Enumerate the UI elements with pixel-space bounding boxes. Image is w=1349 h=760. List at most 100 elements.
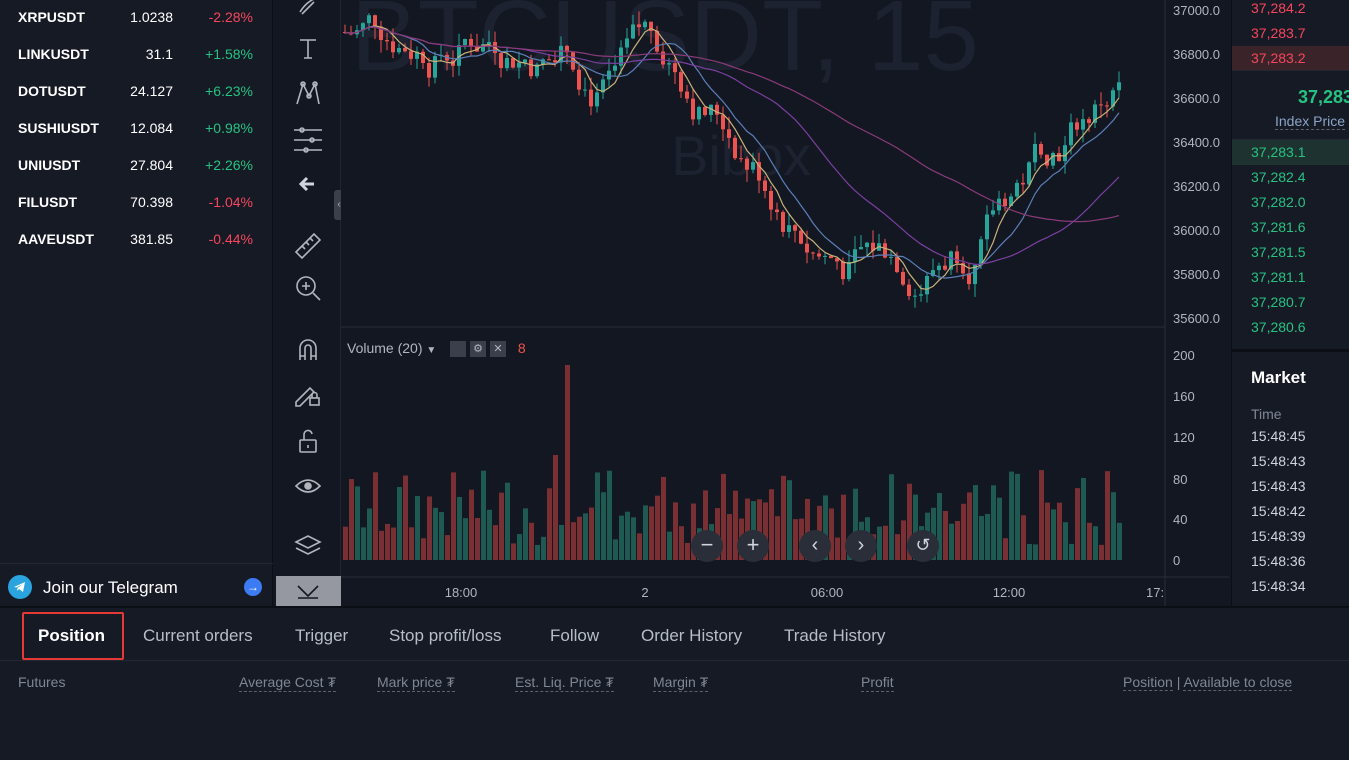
magnet-icon[interactable]: [292, 334, 324, 366]
zoom-out-button[interactable]: −: [691, 530, 723, 562]
candle-body: [751, 162, 755, 170]
col-mark-price[interactable]: Mark price ₮: [377, 674, 455, 692]
toolbar-footer[interactable]: [276, 576, 341, 606]
candle-body: [469, 38, 473, 47]
market-price: 12.084: [130, 120, 173, 136]
volume-bar: [889, 474, 894, 560]
volume-bar: [1117, 522, 1122, 560]
bid-price[interactable]: 37,280.7: [1251, 294, 1306, 310]
bid-price[interactable]: 37,281.6: [1251, 219, 1306, 235]
fib-tool-icon[interactable]: [292, 124, 324, 156]
candle-body: [1069, 122, 1073, 146]
arrow-right-icon[interactable]: →: [244, 578, 262, 596]
ask-price[interactable]: 37,283.2: [1232, 46, 1349, 71]
candle-body: [733, 137, 737, 159]
volume-bar: [691, 503, 696, 560]
volume-bar: [955, 521, 960, 560]
collapse-toolbar-button[interactable]: ‹: [334, 190, 344, 220]
bid-price[interactable]: 37,282.0: [1251, 194, 1306, 210]
text-tool-icon[interactable]: [292, 32, 324, 64]
bid-price[interactable]: 37,281.1: [1251, 269, 1306, 285]
market-row[interactable]: AAVEUSDT 381.85 -0.44%: [0, 222, 273, 259]
volume-bar: [553, 455, 558, 560]
col-liq-price[interactable]: Est. Liq. Price ₮: [515, 674, 614, 692]
volume-bar: [367, 508, 372, 560]
scroll-right-button[interactable]: ›: [845, 530, 877, 562]
volume-bar: [361, 527, 366, 560]
bid-price[interactable]: 37,281.5: [1251, 244, 1306, 260]
tab-stop-profit-loss[interactable]: Stop profit/loss: [389, 626, 502, 645]
volume-bar: [1003, 538, 1008, 560]
time-tick-label: 12:00: [993, 585, 1026, 600]
market-row[interactable]: SUSHIUSDT 12.084 +0.98%: [0, 111, 273, 148]
ask-price[interactable]: 37,284.2: [1251, 0, 1306, 16]
eye-icon[interactable]: [292, 470, 324, 502]
tab-order-history[interactable]: Order History: [641, 626, 743, 645]
volume-bar: [505, 482, 510, 560]
caret-down-icon[interactable]: ▼: [426, 345, 437, 356]
reset-chart-button[interactable]: ↺: [907, 530, 939, 562]
layers-icon[interactable]: [292, 530, 324, 562]
volume-bar: [349, 479, 354, 560]
pattern-tool-icon[interactable]: [292, 78, 324, 110]
volume-bar: [991, 485, 996, 560]
volume-indicator[interactable]: Volume (20) ▼ ⚙ ✕ 8: [347, 340, 526, 358]
bid-price[interactable]: 37,280.6: [1251, 319, 1306, 335]
market-row[interactable]: UNIUSDT 27.804 +2.26%: [0, 148, 273, 185]
candle-body: [1015, 182, 1019, 197]
price-chart[interactable]: BTCUSDT, 15 Bibox 37000.0 36800.0 36600.0 3…: [341, 0, 1229, 606]
candle-body: [781, 212, 785, 232]
tab-follow[interactable]: Follow: [550, 626, 600, 645]
zoom-in-icon[interactable]: [292, 272, 324, 304]
eye-small-icon[interactable]: [450, 341, 467, 358]
tab-trigger[interactable]: Trigger: [295, 626, 349, 645]
volume-value: 8: [517, 340, 526, 356]
tab-highlight-box: [22, 612, 124, 660]
volume-bar: [907, 483, 912, 560]
volume-bar: [1081, 477, 1086, 560]
telegram-banner[interactable]: Join our Telegram →: [0, 563, 273, 606]
volume-bar: [913, 494, 918, 560]
col-average-cost[interactable]: Average Cost ₮: [239, 674, 337, 692]
candle-body: [1027, 162, 1031, 185]
col-margin[interactable]: Margin ₮: [653, 674, 709, 692]
market-row[interactable]: XRPUSDT 1.0238 -2.28%: [0, 0, 273, 37]
candle-body: [505, 58, 509, 69]
candle-body: [901, 272, 905, 285]
market-row[interactable]: LINKUSDT 31.1 +1.58%: [0, 37, 273, 74]
volume-bar: [1093, 526, 1098, 560]
close-icon[interactable]: ✕: [489, 341, 506, 358]
zoom-in-button[interactable]: +: [737, 530, 769, 562]
candle-body: [1099, 104, 1103, 106]
volume-bar: [997, 497, 1002, 560]
market-row[interactable]: FILUSDT 70.398 -1.04%: [0, 185, 273, 222]
candle-body: [595, 92, 599, 107]
ask-price[interactable]: 37,283.7: [1251, 25, 1306, 41]
unlock-icon[interactable]: [292, 424, 324, 456]
volume-bar: [1087, 522, 1092, 560]
col-profit[interactable]: Profit: [861, 674, 894, 692]
market-row[interactable]: DOTUSDT 24.127 +6.23%: [0, 74, 273, 111]
index-price-label[interactable]: Index Price: [1275, 113, 1346, 130]
gear-icon[interactable]: ⚙: [470, 341, 487, 358]
scroll-left-button[interactable]: ‹: [799, 530, 831, 562]
bid-price[interactable]: 37,283.1: [1232, 140, 1349, 165]
time-tick-label: 06:00: [811, 585, 844, 600]
ruler-icon[interactable]: [292, 228, 324, 260]
tab-current-orders[interactable]: Current orders: [143, 626, 253, 645]
brush-icon[interactable]: [292, 0, 324, 20]
arrow-left-icon[interactable]: [292, 168, 324, 200]
volume-bar: [373, 472, 378, 560]
tab-trade-history[interactable]: Trade History: [784, 626, 886, 645]
price-tick-label: 36200.0: [1173, 179, 1220, 194]
candle-body: [481, 44, 485, 52]
candle-body: [709, 104, 713, 115]
candle-body: [433, 56, 437, 78]
candle-body: [991, 210, 995, 215]
candle-body: [721, 114, 725, 130]
price-tick-label: 36800.0: [1173, 47, 1220, 62]
bid-price[interactable]: 37,282.4: [1251, 169, 1306, 185]
lock-drawing-icon[interactable]: [292, 378, 324, 410]
tab-position[interactable]: Position: [38, 626, 106, 645]
volume-bar: [1039, 470, 1044, 560]
